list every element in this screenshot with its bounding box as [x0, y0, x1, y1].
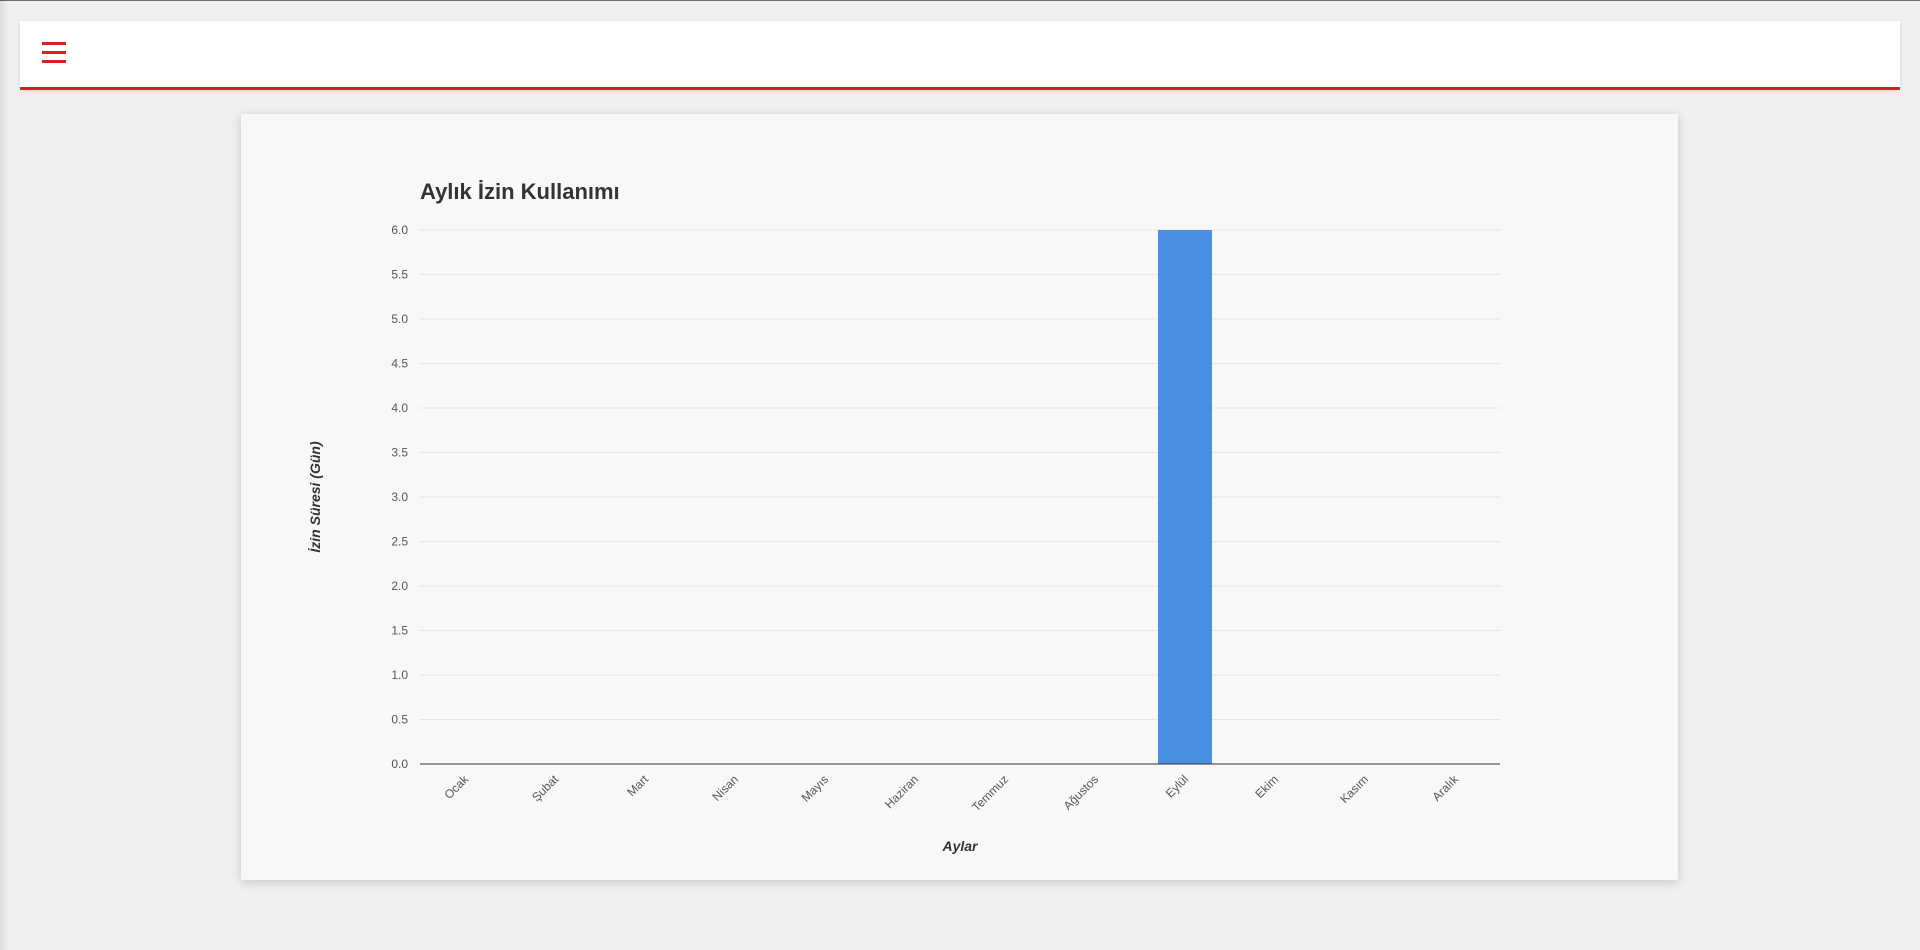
x-tick-label: Ocak [441, 772, 471, 802]
y-tick-label: 4.0 [391, 401, 408, 415]
x-tick-label: Ağustos [1061, 772, 1102, 813]
window-top-border [0, 0, 1920, 1]
y-tick-label: 0.0 [391, 757, 408, 771]
y-tick-label: 5.5 [391, 268, 408, 282]
x-tick-label: Nisan [710, 772, 742, 804]
hamburger-menu-icon[interactable] [40, 38, 68, 68]
bar-8[interactable] [1158, 230, 1212, 764]
x-tick-label: Ekim [1252, 772, 1281, 801]
top-header-bar [20, 21, 1900, 90]
y-tick-label: 3.0 [391, 490, 408, 504]
x-tick-label: Temmuz [969, 772, 1011, 814]
y-tick-label: 1.5 [391, 624, 408, 638]
grid-lines [420, 229, 1500, 720]
bars [1158, 230, 1212, 764]
x-tick-label: Mart [624, 772, 651, 799]
y-axis-label: İzin Süresi (Gün) [307, 441, 323, 553]
bar-chart: Aylık İzin Kullanımı 0.0 0.5 1.0 1.5 2.0 2.5 3… [307, 179, 1500, 854]
chart-title: Aylık İzin Kullanımı [420, 179, 620, 204]
y-tick-label: 3.5 [391, 446, 408, 460]
chart-card: Aylık İzin Kullanımı 0.0 0.5 1.0 1.5 2.0 2.5 3… [241, 114, 1678, 880]
x-tick-label: Eylül [1163, 772, 1191, 800]
y-tick-label: 2.0 [391, 579, 408, 593]
x-tick-label: Aralık [1430, 772, 1462, 804]
y-tick-label: 5.0 [391, 312, 408, 326]
x-tick-label: Mayıs [799, 772, 832, 805]
y-tick-label: 0.5 [391, 713, 408, 727]
y-tick-label: 6.0 [391, 223, 408, 237]
y-tick-label: 2.5 [391, 535, 408, 549]
x-tick-label: Kasım [1337, 772, 1371, 806]
x-tick-label: Haziran [882, 772, 921, 811]
x-axis-ticks: Ocak Şubat Mart Nisan Mayıs Haziran Temmuz Ağus… [441, 772, 1461, 815]
x-axis-label: Aylar [941, 838, 979, 854]
left-edge-shadow [0, 0, 8, 950]
y-axis-ticks: 0.0 0.5 1.0 1.5 2.0 2.5 3.0 3.5 4.0 4.5 5.0 5.5 6.0 [391, 223, 408, 771]
x-tick-label: Şubat [529, 772, 562, 805]
y-tick-label: 1.0 [391, 668, 408, 682]
y-tick-label: 4.5 [391, 357, 408, 371]
